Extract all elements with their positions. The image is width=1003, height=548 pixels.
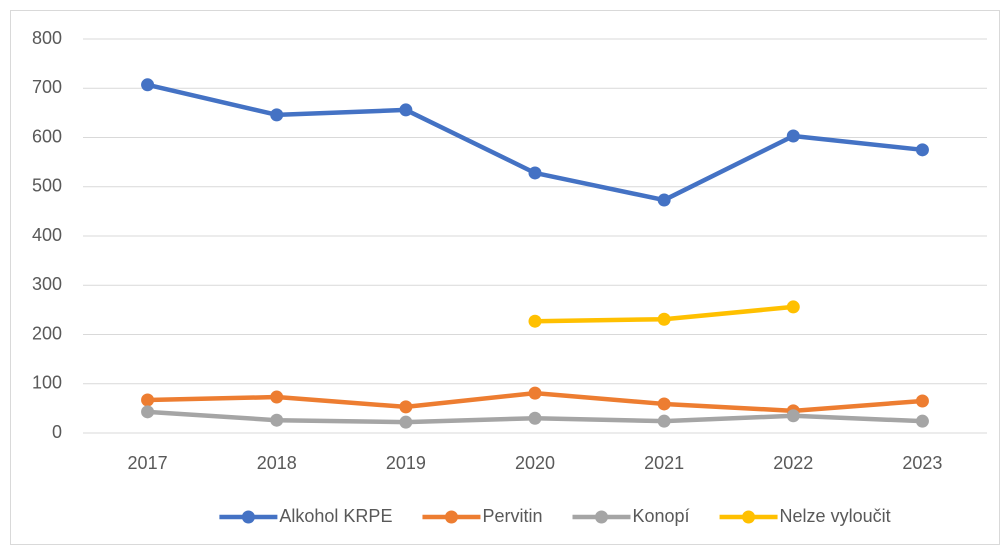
legend-marker — [241, 510, 255, 524]
y-tick-label: 100 — [32, 373, 62, 393]
legend-marker — [594, 510, 608, 524]
legend-label: Alkohol KRPE — [279, 506, 392, 526]
data-point — [786, 300, 800, 314]
data-point — [141, 393, 155, 407]
legend-label: Nelze vyloučit — [780, 506, 891, 526]
data-point — [141, 405, 155, 419]
data-point — [528, 386, 542, 400]
chart-frame — [10, 10, 1000, 545]
y-tick-label: 200 — [32, 323, 62, 343]
x-tick-label: 2021 — [644, 453, 684, 473]
data-point — [657, 397, 671, 411]
legend-label: Pervitin — [482, 506, 542, 526]
x-tick-label: 2022 — [773, 453, 813, 473]
data-point — [657, 414, 671, 428]
legend-marker — [444, 510, 458, 524]
y-tick-label: 0 — [52, 422, 62, 442]
y-tick-label: 600 — [32, 126, 62, 146]
x-tick-label: 2023 — [902, 453, 942, 473]
x-tick-label: 2019 — [386, 453, 426, 473]
y-tick-label: 700 — [32, 77, 62, 97]
data-point — [270, 413, 284, 427]
x-tick-label: 2018 — [257, 453, 297, 473]
data-point — [270, 108, 284, 122]
data-point — [528, 314, 542, 328]
data-point — [915, 394, 929, 408]
data-point — [657, 312, 671, 326]
data-point — [528, 411, 542, 425]
data-point — [915, 414, 929, 428]
data-point — [270, 390, 284, 404]
data-point — [399, 415, 413, 429]
data-point — [399, 400, 413, 414]
x-tick-label: 2017 — [128, 453, 168, 473]
legend-label: Konopí — [632, 506, 689, 526]
x-tick-label: 2020 — [515, 453, 555, 473]
y-tick-label: 300 — [32, 274, 62, 294]
data-point — [657, 193, 671, 207]
data-point — [399, 103, 413, 117]
data-point — [528, 166, 542, 180]
y-tick-label: 400 — [32, 225, 62, 245]
y-tick-label: 800 — [32, 28, 62, 48]
y-tick-label: 500 — [32, 176, 62, 196]
data-point — [915, 143, 929, 157]
data-point — [786, 129, 800, 143]
data-point — [786, 409, 800, 423]
legend-marker — [742, 510, 756, 524]
data-point — [141, 78, 155, 92]
